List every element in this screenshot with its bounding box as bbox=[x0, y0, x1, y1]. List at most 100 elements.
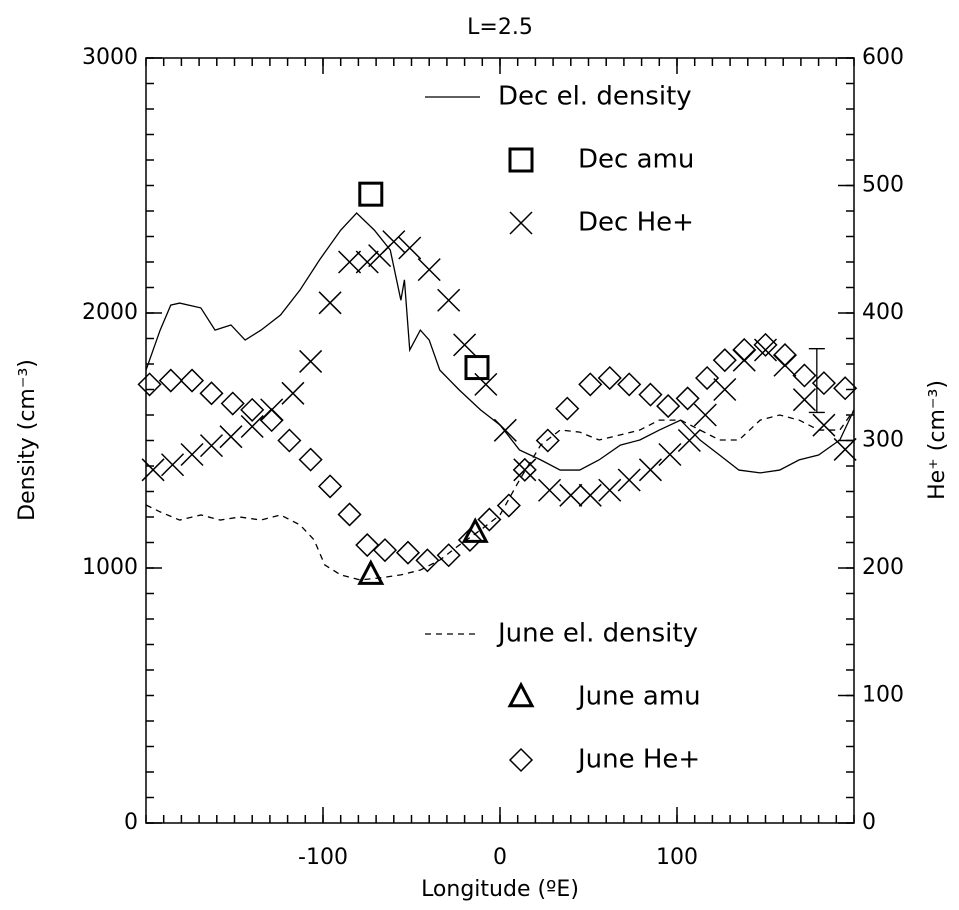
data-point bbox=[338, 250, 362, 274]
data-point bbox=[538, 478, 562, 502]
data-point bbox=[137, 372, 162, 397]
data-point bbox=[753, 332, 778, 357]
data-point bbox=[675, 386, 700, 411]
data-point bbox=[457, 527, 482, 553]
series-line bbox=[145, 212, 855, 474]
data-point bbox=[240, 414, 264, 439]
data-point bbox=[461, 517, 489, 543]
data-point bbox=[240, 397, 265, 422]
x-tick-label: -100 bbox=[298, 845, 348, 870]
data-point bbox=[382, 230, 406, 254]
data-point bbox=[833, 376, 858, 401]
data-point bbox=[158, 368, 183, 393]
y-tick-label: 2000 bbox=[82, 300, 138, 325]
legend-label: Dec amu bbox=[578, 145, 694, 175]
legend-label: Dec He+ bbox=[578, 208, 694, 238]
legend-label: Dec el. density bbox=[498, 82, 692, 112]
legend-label: June He+ bbox=[576, 745, 700, 775]
data-point bbox=[199, 381, 224, 406]
data-point bbox=[299, 349, 323, 373]
data-point bbox=[695, 365, 720, 391]
data-point bbox=[180, 442, 204, 467]
data-point bbox=[355, 532, 380, 558]
data-point bbox=[598, 478, 622, 502]
data-point bbox=[358, 181, 384, 207]
data-point bbox=[464, 355, 490, 381]
data-point bbox=[179, 368, 205, 393]
data-point bbox=[772, 343, 798, 368]
data-point bbox=[398, 236, 422, 260]
data-point bbox=[437, 288, 461, 312]
data-point bbox=[638, 382, 663, 407]
legend-marker bbox=[508, 147, 534, 173]
data-point bbox=[298, 447, 323, 472]
x-tick-label: 100 bbox=[656, 845, 698, 870]
data-point bbox=[555, 396, 580, 421]
legend-marker bbox=[509, 211, 533, 235]
error-bar bbox=[808, 348, 825, 414]
chart-title: L=2.5 bbox=[467, 15, 533, 40]
data-point bbox=[535, 428, 560, 453]
data-point bbox=[638, 458, 662, 482]
data-point bbox=[477, 507, 502, 532]
data-point bbox=[658, 442, 682, 467]
y2-tick-label: 0 bbox=[862, 810, 876, 835]
y2-tick-label: 100 bbox=[862, 683, 904, 708]
data-point bbox=[617, 372, 642, 397]
data-point bbox=[337, 502, 362, 527]
data-point bbox=[617, 468, 641, 492]
data-point bbox=[578, 483, 602, 507]
data-point bbox=[436, 543, 461, 568]
y2-tick-label: 400 bbox=[862, 300, 904, 325]
data-point bbox=[513, 458, 537, 482]
data-point bbox=[357, 559, 385, 585]
y2-tick-label: 300 bbox=[862, 428, 904, 453]
y2-tick-label: 600 bbox=[862, 45, 904, 70]
y-tick-label: 0 bbox=[124, 810, 138, 835]
data-point bbox=[712, 348, 737, 373]
data-point bbox=[259, 408, 284, 433]
x-axis-label: Longitude (ºE) bbox=[421, 877, 579, 902]
x-tick-label: 0 bbox=[493, 845, 507, 870]
data-point bbox=[559, 483, 583, 507]
y-tick-label: 3000 bbox=[82, 45, 138, 70]
y2-tick-label: 200 bbox=[862, 555, 904, 580]
data-point bbox=[693, 403, 717, 427]
data-point bbox=[277, 428, 302, 453]
legend-marker bbox=[508, 747, 534, 773]
data-point bbox=[220, 391, 245, 416]
data-point bbox=[753, 338, 778, 362]
data-point bbox=[474, 372, 498, 396]
legend-label: June amu bbox=[576, 682, 701, 712]
y-tick-label: 1000 bbox=[82, 555, 138, 580]
series-line bbox=[145, 409, 855, 581]
data-point bbox=[713, 377, 737, 402]
data-point bbox=[677, 428, 701, 453]
plot-frame bbox=[145, 57, 855, 824]
data-point bbox=[141, 458, 165, 482]
data-point bbox=[493, 418, 517, 442]
data-point bbox=[833, 437, 857, 461]
legend-marker bbox=[507, 681, 535, 708]
data-point bbox=[453, 333, 477, 357]
data-point bbox=[792, 388, 816, 412]
data-point bbox=[199, 434, 224, 458]
data-point bbox=[512, 457, 537, 482]
data-point bbox=[496, 493, 521, 518]
data-point bbox=[219, 425, 243, 449]
data-point bbox=[597, 365, 622, 391]
y2-tick-label: 500 bbox=[862, 173, 904, 198]
data-point bbox=[318, 291, 342, 315]
data-point bbox=[732, 337, 757, 363]
data-point bbox=[161, 453, 185, 477]
data-point bbox=[355, 250, 379, 274]
y-axis-label: Density (cm⁻³) bbox=[15, 359, 40, 521]
data-point bbox=[812, 413, 836, 437]
data-point bbox=[417, 258, 441, 282]
legend-label: June el. density bbox=[496, 619, 698, 649]
data-point bbox=[792, 363, 817, 388]
data-point bbox=[395, 540, 421, 565]
data-point bbox=[318, 474, 343, 499]
data-point bbox=[656, 394, 681, 419]
